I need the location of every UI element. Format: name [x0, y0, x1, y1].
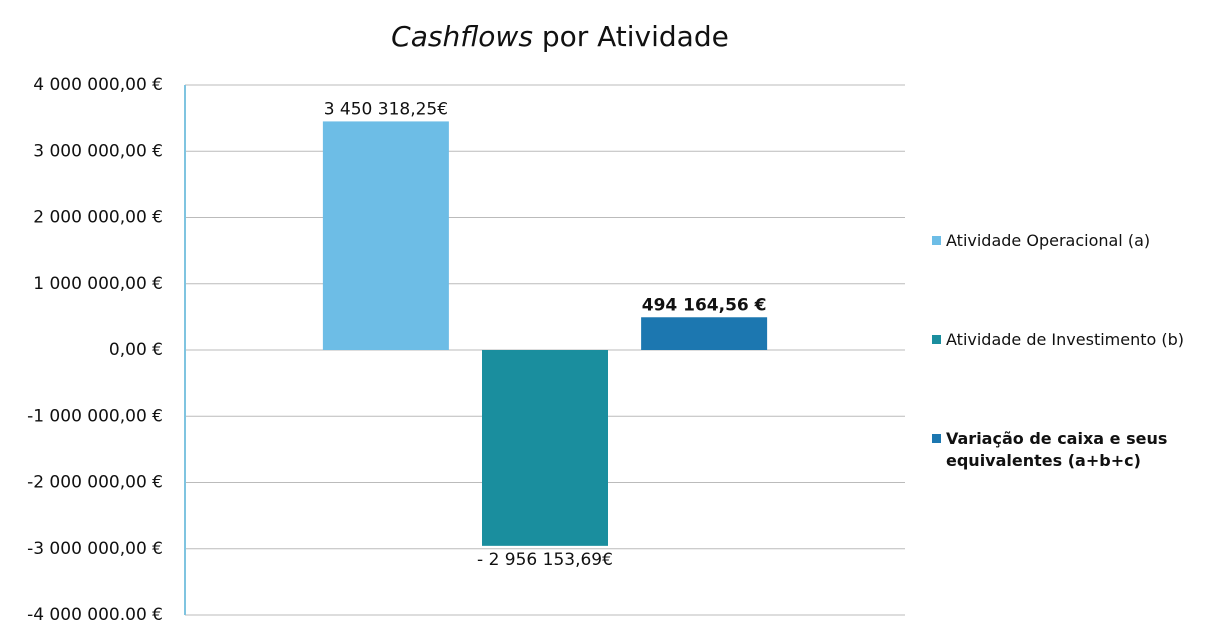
- y-tick-label: -4 000 000.00 €: [27, 605, 163, 624]
- bar: [641, 317, 768, 350]
- y-tick-label: 4 000 000,00 €: [33, 75, 163, 95]
- legend-item: Atividade de Investimento (b): [932, 329, 1184, 351]
- chart-title: Cashflows por Atividade: [391, 20, 729, 53]
- data-label: - 2 956 153,69€: [477, 550, 613, 570]
- y-tick-label: -3 000 000,00 €: [27, 539, 163, 559]
- y-tick-label: 0,00 €: [109, 340, 163, 360]
- legend-label: Atividade Operacional (a): [946, 231, 1151, 250]
- y-tick-label: -1 000 000,00 €: [27, 406, 163, 426]
- legend-label: Atividade de Investimento (b): [946, 330, 1185, 349]
- y-tick-label: 2 000 000,00 €: [33, 208, 163, 228]
- legend-item: Variação de caixa e seus equivalentes (a…: [932, 428, 1176, 472]
- title-part: por Atividade: [542, 20, 729, 53]
- y-tick-label: 1 000 000,00 €: [33, 274, 163, 294]
- y-tick-label: 3 000 000,00 €: [33, 141, 163, 161]
- legend-item: Atividade Operacional (a): [932, 230, 1150, 252]
- y-tick-label: -2 000 000,00 €: [27, 473, 163, 493]
- data-label: 494 164,56 €: [642, 295, 767, 315]
- bar: [322, 121, 449, 350]
- legend-label: Variação de caixa e seus equivalentes (a…: [946, 429, 1168, 470]
- legend-swatch: [932, 434, 941, 443]
- bar: [482, 350, 608, 546]
- title-part: Cashflows: [391, 20, 533, 53]
- legend-swatch: [932, 236, 941, 245]
- legend-swatch: [932, 335, 941, 344]
- data-label: 3 450 318,25€: [324, 99, 448, 119]
